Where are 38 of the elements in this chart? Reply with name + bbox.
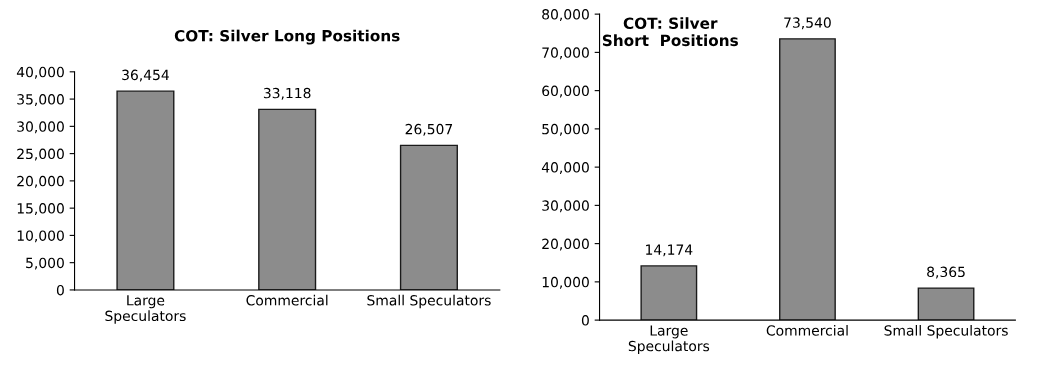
y-tick-label: 40,000 xyxy=(16,66,64,79)
y-tick-label: 10,000 xyxy=(17,230,64,243)
y-tick-label: 20,000 xyxy=(542,238,589,251)
y-tick-label: 80,000 xyxy=(542,9,589,22)
bar xyxy=(779,38,836,321)
data-label: 14,174 xyxy=(646,244,693,257)
bar xyxy=(640,265,698,321)
chart-title: COT: Silver Long Positions xyxy=(174,29,400,45)
x-tick-label: Small Speculators xyxy=(884,324,1008,339)
x-tick-label: Commercial xyxy=(246,294,328,306)
bar xyxy=(399,144,458,290)
y-tick-label: 50,000 xyxy=(542,123,589,136)
data-label: 33,118 xyxy=(263,87,311,100)
y-tick-label: 0 xyxy=(56,284,64,296)
x-tick-label: Commercial xyxy=(766,324,848,336)
y-tick-label: 60,000 xyxy=(542,85,589,98)
y-tick-label: 25,000 xyxy=(17,148,64,161)
x-tick-label: Large Speculators xyxy=(105,295,186,324)
y-tick-label: 30,000 xyxy=(17,121,64,134)
bar xyxy=(116,90,175,290)
data-label: 73,540 xyxy=(784,17,831,30)
bar xyxy=(917,287,975,321)
y-tick-label: 30,000 xyxy=(542,200,589,213)
y-tick-label: 0 xyxy=(581,315,589,326)
data-label: 26,507 xyxy=(405,123,453,136)
x-tick-label: Large Speculators xyxy=(628,325,710,354)
y-tick-label: 10,000 xyxy=(542,276,589,289)
bar xyxy=(258,108,317,290)
data-label: 8,365 xyxy=(927,266,965,279)
y-tick-label: 40,000 xyxy=(541,162,589,175)
y-tick-label: 20,000 xyxy=(17,175,64,188)
y-tick-label: 5,000 xyxy=(26,257,64,270)
y-tick-label: 35,000 xyxy=(17,94,64,106)
data-label: 36,454 xyxy=(122,69,169,82)
y-tick-label: 15,000 xyxy=(17,203,64,216)
x-tick-label: Small Speculators xyxy=(367,294,491,309)
text: COT: Silver Short Positions xyxy=(602,17,738,47)
y-tick-label: 70,000 xyxy=(542,47,589,60)
